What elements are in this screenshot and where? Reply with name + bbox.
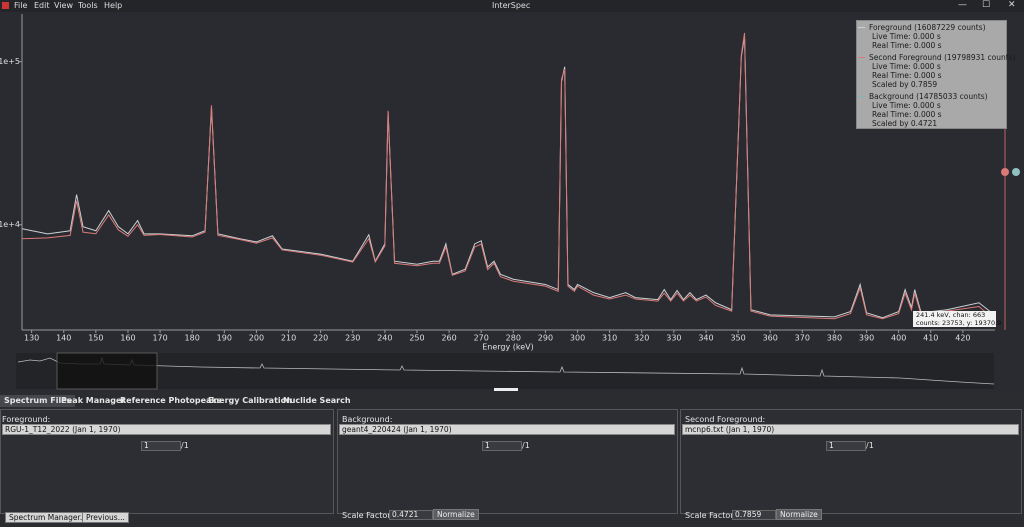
window-title: InterSpec [492, 1, 531, 10]
legend-detail: Scaled by 0.4721 [872, 119, 938, 128]
x-tick-label: 340 [698, 334, 713, 343]
x-tick-label: 180 [185, 334, 200, 343]
x-tick-label: 190 [217, 334, 232, 343]
tooltip: 241.4 keV, chan: 663 counts: 23753, y: 1… [913, 311, 1002, 327]
legend-detail: Scaled by 0.7859 [872, 80, 938, 89]
x-tick-label: 400 [891, 334, 906, 343]
app-icon [2, 2, 9, 9]
menu-bar [0, 0, 1024, 12]
spectrum-line [22, 32, 993, 320]
x-tick-label: 220 [313, 334, 328, 343]
y-tick-label: 1e+4 [0, 220, 20, 229]
maximize-button[interactable]: ☐ [982, 0, 991, 10]
scroll-indicator[interactable] [494, 388, 518, 391]
x-axis-label: Energy (keV) [482, 343, 534, 352]
x-tick-label: 360 [763, 334, 778, 343]
background-panel: Background: geant4_220424 (Jan 1, 1970) … [337, 409, 678, 520]
legend-detail: Live Time: 0.000 s [872, 32, 941, 41]
menu-item[interactable]: File [14, 1, 28, 10]
x-tick-label: 270 [474, 334, 489, 343]
slider-knob[interactable] [1001, 168, 1009, 176]
sample-input[interactable]: 1 [141, 441, 181, 451]
second-foreground-panel: Second Foreground: mcnp6.txt (Jan 1, 197… [680, 409, 1022, 520]
x-tick-label: 170 [152, 334, 167, 343]
scale-label: Scale Factor: [685, 511, 737, 520]
x-tick-label: 140 [56, 334, 71, 343]
tooltip-line: 241.4 keV, chan: 663 [916, 311, 986, 319]
legend-entry: Background (14785033 counts) [857, 92, 1006, 101]
normalize-button[interactable]: Normalize [433, 509, 479, 520]
tab[interactable]: Spectrum Files [0, 395, 76, 407]
spectrum-chart: Energy (keV) 130 140 150 160 170 180 190 200 210… [0, 12, 1024, 392]
legend-detail: Live Time: 0.000 s [872, 62, 941, 71]
legend-detail: Real Time: 0.000 s [872, 41, 942, 50]
legend-detail: Real Time: 0.000 s [872, 110, 942, 119]
x-tick-label: 410 [923, 334, 938, 343]
file-select[interactable]: RGU-1_T12_2022 (Jan 1, 1970) [2, 424, 331, 435]
legend-swatch [858, 57, 865, 58]
x-tick-label: 420 [955, 334, 970, 343]
tooltip-line: counts: 23753, y: 19370.9 [916, 319, 1002, 327]
panel-label: Background: [342, 415, 393, 424]
tab[interactable]: Energy Calibration [208, 396, 292, 405]
scale-input[interactable]: 0.4721 [389, 510, 433, 520]
x-tick-label: 370 [795, 334, 810, 343]
legend-detail: Real Time: 0.000 s [872, 71, 942, 80]
scale-label: Scale Factor: [342, 511, 394, 520]
legend-swatch [858, 27, 865, 28]
normalize-button[interactable]: Normalize [776, 509, 822, 520]
sample-input[interactable]: 1 [826, 441, 866, 451]
legend-detail: Live Time: 0.000 s [872, 101, 941, 110]
spectrum-manager-button[interactable]: Spectrum Manager... [5, 512, 92, 523]
legend[interactable]: Foreground (16087229 counts) Live Time: 0… [856, 20, 1016, 129]
close-button[interactable]: ✕ [1008, 0, 1016, 10]
x-tick-label: 230 [345, 334, 360, 343]
x-tick-label: 380 [827, 334, 842, 343]
x-tick-label: 250 [409, 334, 424, 343]
menu-item[interactable]: View [54, 1, 73, 10]
x-tick-label: 150 [88, 334, 103, 343]
x-tick-label: 280 [506, 334, 521, 343]
previous-button[interactable]: Previous... [82, 512, 129, 523]
chart-background [0, 12, 1024, 392]
x-tick-label: 350 [730, 334, 745, 343]
file-select[interactable]: mcnp6.txt (Jan 1, 1970) [682, 424, 1019, 435]
legend-entry: Second Foreground (19798931 counts) [857, 53, 1016, 62]
menu-item[interactable]: Tools [78, 1, 98, 10]
legend-entry: Foreground (16087229 counts) [857, 23, 1006, 32]
panel-label: Second Foreground: [685, 415, 766, 424]
slider-knob[interactable] [1012, 168, 1020, 176]
x-tick-label: 330 [666, 334, 681, 343]
x-tick-label: 260 [441, 334, 456, 343]
tab[interactable]: Reference Photopeaks [120, 396, 222, 405]
sample-count: /1 [181, 441, 189, 450]
sample-count: /1 [866, 441, 874, 450]
x-tick-label: 310 [602, 334, 617, 343]
y-tick-label: 1e+5 [0, 57, 20, 66]
spectrum-line [22, 36, 993, 319]
sample-input[interactable]: 1 [482, 441, 522, 451]
x-tick-label: 130 [24, 334, 39, 343]
minimize-button[interactable]: — [958, 0, 967, 10]
legend-swatch [858, 96, 865, 97]
x-tick-label: 210 [281, 334, 296, 343]
foreground-panel: Foreground: RGU-1_T12_2022 (Jan 1, 1970)… [0, 409, 334, 514]
scale-input[interactable]: 0.7859 [732, 510, 776, 520]
menu-item[interactable]: Edit [34, 1, 50, 10]
x-tick-label: 300 [570, 334, 585, 343]
x-tick-label: 240 [377, 334, 392, 343]
tab[interactable]: Peak Manager [61, 396, 126, 405]
panel-label: Foreground: [2, 415, 51, 424]
tab[interactable]: Nuclide Search [283, 396, 351, 405]
x-tick-label: 320 [634, 334, 649, 343]
menu-item[interactable]: Help [104, 1, 123, 10]
sample-count: /1 [522, 441, 530, 450]
file-select[interactable]: geant4_220424 (Jan 1, 1970) [339, 424, 675, 435]
x-tick-label: 200 [249, 334, 264, 343]
x-tick-label: 160 [120, 334, 135, 343]
overview-window[interactable] [56, 352, 158, 390]
x-tick-label: 390 [859, 334, 874, 343]
x-tick-label: 290 [538, 334, 553, 343]
